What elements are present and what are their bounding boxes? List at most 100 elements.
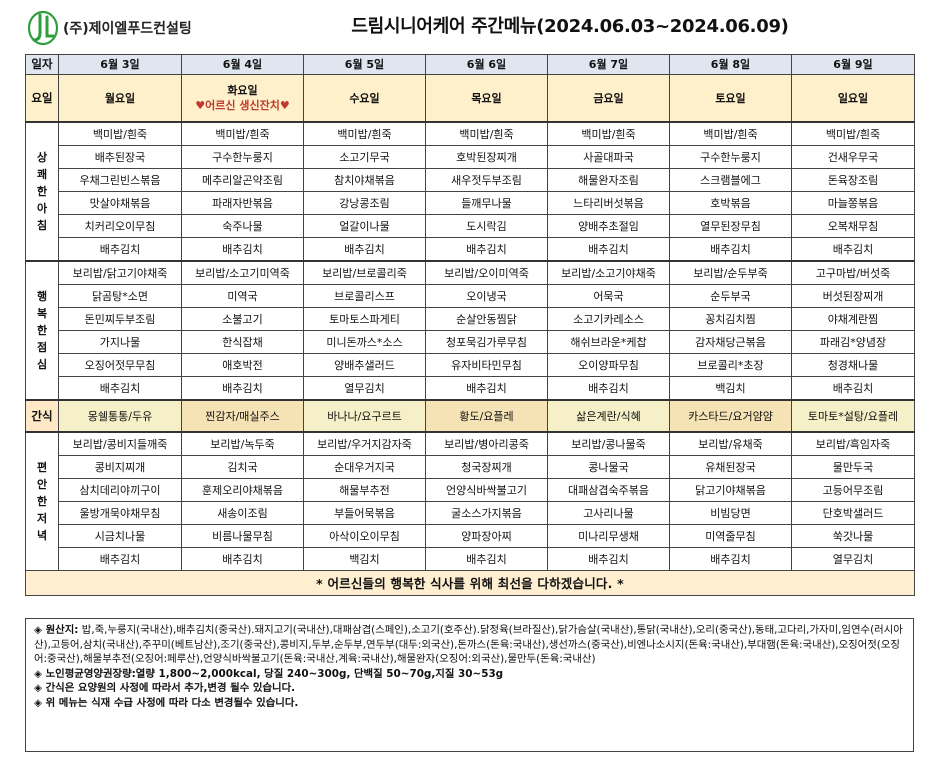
date-cell: 6월 3일 (58, 54, 182, 75)
day-name: 목요일 (471, 91, 502, 105)
dinner-dish: 보리밥/병아리콩죽 (425, 431, 548, 456)
snack-cell: 황도/요플레 (425, 399, 548, 433)
breakfast-dish: 오복채무침 (791, 214, 915, 238)
dinner-label-char: 저 (36, 512, 48, 525)
lunch-row: 오징어젓무무침 애호박전 양배추샐러드 유자비타민무침 오이양파무침 브로콜리*초장 청경채… (26, 353, 915, 377)
lunch-dish: 고구마밥/버섯죽 (791, 260, 915, 285)
breakfast-dish: 백미밥/흰죽 (669, 121, 792, 146)
breakfast-dish: 마늘쫑볶음 (791, 191, 915, 215)
dinner-dish: 미역줄무침 (669, 524, 792, 548)
dinner-dish: 배추김치 (425, 547, 548, 571)
breakfast-row: 치커리오이무침 숙주나물 얼갈이나물 도시락김 양배추초절임 열무된장무침 오복채무침 (26, 214, 915, 238)
lunch-dish: 미니돈까스*소스 (303, 330, 426, 354)
dinner-dish: 훈제오리야채볶음 (181, 478, 304, 502)
lunch-dish: 배추김치 (58, 376, 182, 401)
day-name: 화요일 (227, 84, 258, 97)
dinner-dish: 단호박샐러드 (791, 501, 915, 525)
lunch-dish: 청포묵김가루무침 (425, 330, 548, 354)
snack-row: 간식 몽쉘통통/두유 찐감자/매실주스 바나나/요구르트 황도/요플레 삶은계란/식혜 카스… (25, 399, 915, 433)
breakfast-dish: 배추김치 (181, 237, 304, 262)
dinner-dish: 보리밥/우거지감자죽 (303, 431, 426, 456)
lunch-dish: 소고기카레소스 (547, 307, 670, 331)
date-row: 일자 6월 3일 6월 4일 6월 5일 6월 6일 6월 7일 6월 8일 6월 9일 (25, 54, 915, 75)
breakfast-dish: 구수한누룽지 (181, 145, 304, 169)
page-title: 드림시니어케어 주간메뉴(2024.06.03~2024.06.09) (351, 16, 789, 37)
day-name: 일요일 (837, 91, 869, 105)
breakfast-label-char: 아 (36, 202, 48, 215)
dinner-dish: 새송이조림 (181, 501, 304, 525)
notes-box: ◈ 원산지: 밥,죽,누룽지(국내산),배추김치(중국산).돼지고기(국내산),… (25, 618, 914, 752)
dinner-dish: 배추김치 (58, 547, 182, 571)
snack-cell: 찐감자/매실주스 (181, 399, 304, 433)
lunch-dish: 미역국 (181, 284, 304, 308)
dinner-dish: 보리밥/유채죽 (669, 431, 792, 456)
lunch-dish: 양배추샐러드 (303, 353, 426, 377)
snack-cell: 바나나/요구르트 (303, 399, 426, 433)
lunch-dish: 청경채나물 (791, 353, 915, 377)
dinner-row: 울방개묵야채무침 새송이조림 부들어묵볶음 굴소스가지볶음 고사리나물 비빔당면 단호박샐러… (26, 501, 915, 525)
breakfast-dish: 사골대파국 (547, 145, 670, 169)
breakfast-dish: 호박된장찌개 (425, 145, 548, 169)
lunch-dish: 해쉬브라운*케찹 (547, 330, 670, 354)
day-name: 수요일 (349, 91, 380, 105)
breakfast-dish: 맛살야채볶음 (58, 191, 182, 215)
dinner-dish: 양파장아찌 (425, 524, 548, 548)
breakfast-label-char: 한 (36, 185, 48, 198)
day-name: 금요일 (593, 91, 624, 105)
birthday-event-label: ♥어르신 생신잔치♥ (195, 99, 290, 112)
dinner-dish: 부들어묵볶음 (303, 501, 426, 525)
breakfast-row: 맛살야채볶음 파래자반볶음 강낭콩조림 들깨무나물 느타리버섯볶음 호박볶음 마늘쫑볶음 (26, 191, 915, 215)
dinner-row: 편 안 한 저 녁 보리밥/콩비지들깨죽 보리밥/녹두죽 보리밥/우거지감자죽 보리밥/병아리콩… (25, 431, 915, 571)
day-cell: 목요일 (425, 74, 548, 123)
lunch-dish: 버섯된장찌개 (791, 284, 915, 308)
day-row: 요일 월요일 화요일 ♥어르신 생신잔치♥ 수요일 목요일 금요일 토요일 일요일 (25, 74, 915, 123)
lunch-dish: 한식잡채 (181, 330, 304, 354)
lunch-dish: 보리밥/소고기야채죽 (547, 260, 670, 285)
date-cell: 6월 4일 (181, 54, 304, 75)
dinner-dish: 시금치나물 (58, 524, 182, 548)
lunch-dish: 소불고기 (181, 307, 304, 331)
breakfast-dish: 돈육장조림 (791, 168, 915, 192)
breakfast-dish: 참치야채볶음 (303, 168, 426, 192)
day-cell: 월요일 (58, 74, 182, 123)
date-label: 일자 (25, 54, 59, 75)
breakfast-row: 배추된장국 구수한누룽지 소고기무국 호박된장찌개 사골대파국 구수한누룽지 건새우무국 (26, 145, 915, 169)
dinner-dish: 배추김치 (669, 547, 792, 571)
day-cell: 일요일 (791, 74, 915, 123)
notice-row: * 어르신들의 행복한 식사를 위해 최선을 다하겠습니다. * (25, 570, 915, 596)
breakfast-dish: 백미밥/흰죽 (303, 121, 426, 146)
dinner-dish: 유채된장국 (669, 455, 792, 479)
lunch-dish: 보리밥/브로콜리죽 (303, 260, 426, 285)
snack-cell: 삶은계란/식혜 (547, 399, 670, 433)
snack-note: ◈ 간식은 요양원의 사정에 따라서 추가,변경 될수 있습니다. (34, 682, 296, 695)
lunch-dish: 배추김치 (547, 376, 670, 401)
lunch-label-char: 한 (36, 324, 48, 337)
breakfast-dish: 백미밥/흰죽 (547, 121, 670, 146)
dinner-dish: 보리밥/콩비지들깨죽 (58, 431, 182, 456)
breakfast-dish: 배추김치 (58, 237, 182, 262)
company-logo: (주)제이엘푸드컨설팅 (27, 10, 192, 46)
dinner-dish: 순대우거지국 (303, 455, 426, 479)
dinner-label-char: 녁 (36, 529, 48, 542)
lunch-dish: 순살안동찜닭 (425, 307, 548, 331)
breakfast-dish: 느타리버섯볶음 (547, 191, 670, 215)
breakfast-row: 배추김치 배추김치 배추김치 배추김치 배추김치 배추김치 배추김치 (26, 237, 915, 262)
lunch-dish: 어묵국 (547, 284, 670, 308)
lunch-dish: 열무김치 (303, 376, 426, 401)
breakfast-row: 우채그린빈스볶음 메추리알곤약조림 참치야채볶음 새우젓두부조림 해물완자조림 스크램블에… (26, 168, 915, 192)
breakfast-dish: 치커리오이무침 (58, 214, 182, 238)
lunch-dish: 토마토스파게티 (303, 307, 426, 331)
snack-cell: 토마토*설탕/요플레 (791, 399, 915, 433)
lunch-label-char: 심 (36, 358, 48, 371)
lunch-dish: 오징어젓무무침 (58, 353, 182, 377)
breakfast-dish: 백미밥/흰죽 (425, 121, 548, 146)
origin-text: 밥,죽,누룽지(국내산),배추김치(중국산).돼지고기(국내산),대패삼겹(스페… (34, 624, 903, 666)
dinner-dish: 배추김치 (181, 547, 304, 571)
lunch-dish: 꽁치김치찜 (669, 307, 792, 331)
breakfast-dish: 배추김치 (791, 237, 915, 262)
lunch-row: 닭곰탕*소면 미역국 브로콜리스프 오이냉국 어묵국 순두부국 버섯된장찌개 (26, 284, 915, 308)
logo-icon (27, 10, 59, 46)
dinner-label-char: 한 (36, 495, 48, 508)
dinner-row: 삼치데리야끼구이 훈제오리야채볶음 해물부추전 언양식바싹불고기 대패삼겹숙주볶음 닭고기… (26, 478, 915, 502)
